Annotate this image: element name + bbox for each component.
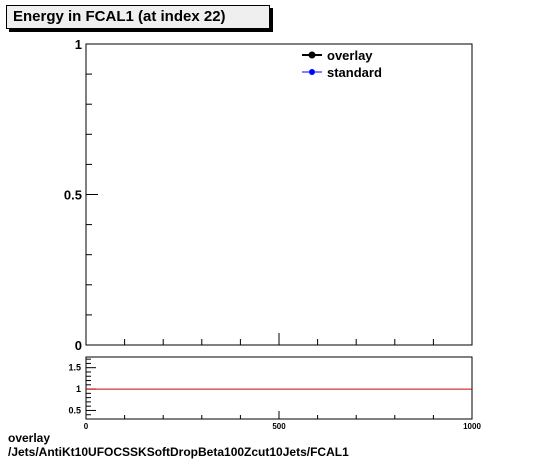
legend-label-standard: standard (327, 65, 382, 80)
footer-label: overlay (8, 431, 51, 445)
title-box: Energy in FCAL1 (at index 22) (6, 5, 270, 29)
main-plot-panel: 0 0.5 1 overlay standard (64, 37, 473, 353)
legend-marker-overlay (308, 51, 316, 59)
footer-path: /Jets/AntiKt10UFOCSSKSoftDropBeta100Zcut… (8, 445, 349, 459)
footer: overlay /Jets/AntiKt10UFOCSSKSoftDropBet… (8, 431, 349, 459)
ratio-y-tick-label: 1 (76, 384, 81, 394)
ratio-y-tick-label: 1.5 (68, 363, 81, 373)
legend-marker-standard (309, 69, 315, 75)
ratio-plot-frame (85, 356, 473, 420)
main-plot-frame (85, 43, 473, 346)
legend-label-overlay: overlay (327, 48, 373, 63)
y-tick-label: 0 (75, 338, 82, 353)
ratio-y-tick-label: 0.5 (68, 405, 81, 415)
ratio-plot-panel: 0.511.505001000Energy/GeV (68, 356, 481, 430)
x-tick-label: 1000 (463, 422, 481, 430)
x-tick-label: 500 (272, 422, 286, 430)
y-tick-label: 1 (75, 37, 82, 52)
chart-title: Energy in FCAL1 (at index 22) (13, 8, 226, 25)
x-tick-label: 0 (84, 422, 89, 430)
y-tick-label: 0.5 (64, 188, 82, 203)
